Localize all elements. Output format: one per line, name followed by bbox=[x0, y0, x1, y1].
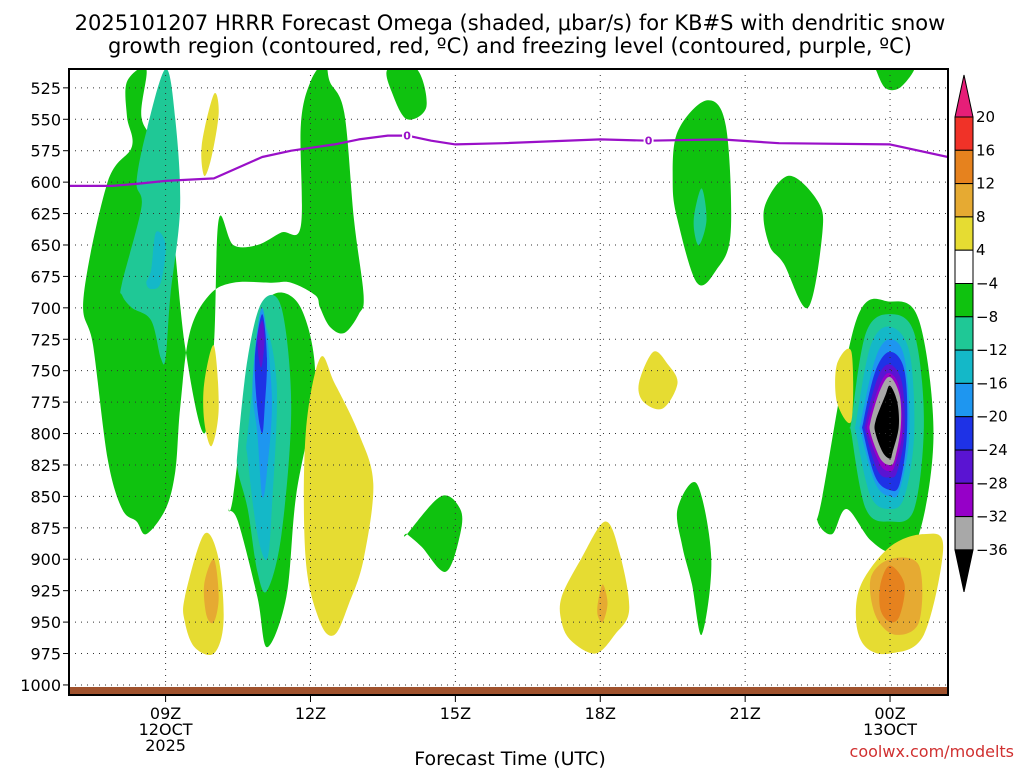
colorbar-swatch bbox=[954, 449, 974, 484]
x-axis-title: Forecast Time (UTC) bbox=[414, 748, 605, 768]
omega-regions bbox=[83, 69, 944, 656]
x-tick-label: 00Z bbox=[874, 704, 905, 723]
colorbar-top-arrow bbox=[954, 74, 974, 118]
omega-region-36 bbox=[879, 565, 905, 623]
y-tick-label: 900 bbox=[30, 550, 61, 569]
colorbar-label: −16 bbox=[976, 374, 1008, 392]
colorbar-label: −12 bbox=[976, 341, 1008, 359]
colorbar-label: −4 bbox=[976, 275, 998, 293]
colorbar-label: −36 bbox=[976, 541, 1008, 559]
y-tick-label: 675 bbox=[30, 267, 61, 286]
colorbar-swatch bbox=[954, 349, 974, 384]
y-tick-label: 1000 bbox=[20, 676, 61, 695]
omega-region-8 bbox=[257, 320, 265, 368]
colorbar-swatch bbox=[954, 482, 974, 518]
colorbar-swatch bbox=[954, 216, 974, 251]
omega-region-10 bbox=[403, 495, 463, 572]
credit-text: coolwx.com/modelts bbox=[850, 742, 1014, 761]
grid bbox=[69, 69, 948, 695]
freezing-level-label: 0 bbox=[645, 135, 653, 148]
omega-region-33 bbox=[835, 348, 854, 424]
omega-region-15 bbox=[875, 69, 915, 91]
colorbar-swatch bbox=[954, 316, 974, 351]
plot-frame bbox=[68, 68, 949, 696]
x-year-label: 2025 bbox=[145, 736, 186, 755]
omega-region-32 bbox=[638, 351, 678, 410]
colorbar-label: 16 bbox=[976, 141, 995, 159]
freezing-level-label: 0 bbox=[403, 130, 411, 143]
x-tick-label: 09Z bbox=[150, 704, 181, 723]
y-tick-label: 825 bbox=[30, 456, 61, 475]
x-tick-label: 18Z bbox=[585, 704, 616, 723]
colorbar-swatch bbox=[954, 149, 974, 185]
colorbar-label: −32 bbox=[976, 508, 1008, 526]
omega-region-12 bbox=[693, 188, 707, 246]
colorbar-label: 20 bbox=[976, 108, 995, 126]
x-date-label: 12OCT bbox=[139, 720, 193, 739]
omega-region-13 bbox=[763, 175, 824, 309]
x-date-label: 13OCT bbox=[863, 720, 917, 739]
y-tick-label: 700 bbox=[30, 299, 61, 318]
colorbar-label: −20 bbox=[976, 408, 1008, 426]
omega-region-1 bbox=[120, 69, 181, 365]
y-tick-label: 875 bbox=[30, 519, 61, 538]
ground-bar bbox=[70, 687, 947, 694]
colorbar-swatch bbox=[954, 183, 974, 218]
y-tick-label: 550 bbox=[30, 110, 61, 129]
omega-region-2 bbox=[146, 231, 166, 290]
y-tick-label: 750 bbox=[30, 362, 61, 381]
colorbar-label: −28 bbox=[976, 474, 1008, 492]
omega-region-28 bbox=[203, 559, 219, 624]
y-tick-label: 625 bbox=[30, 205, 61, 224]
colorbar-swatch bbox=[954, 116, 974, 151]
y-tick-label: 725 bbox=[30, 330, 61, 349]
y-axis: 525 550 575 600 625 650 675 700 725 750 775 800 825 8… bbox=[20, 79, 69, 695]
y-tick-label: 800 bbox=[30, 425, 61, 444]
y-tick-label: 650 bbox=[30, 236, 61, 255]
colorbar-label: 12 bbox=[976, 175, 995, 193]
omega-region-29 bbox=[303, 356, 374, 636]
colorbar-label: −8 bbox=[976, 308, 998, 326]
colorbar-swatch bbox=[954, 249, 974, 284]
chart-title-line2: growth region (contoured, red, ºC) and f… bbox=[108, 34, 912, 58]
y-tick-label: 775 bbox=[30, 393, 61, 412]
freezing-label-bg bbox=[643, 133, 654, 147]
x-tick-label: 21Z bbox=[729, 704, 760, 723]
chart-title-line1: 2025101207 HRRR Forecast Omega (shaded, … bbox=[75, 11, 946, 35]
y-tick-label: 600 bbox=[30, 173, 61, 192]
colorbar-swatch bbox=[954, 416, 974, 451]
colorbar-label: 4 bbox=[976, 241, 986, 259]
y-tick-label: 575 bbox=[30, 142, 61, 161]
x-tick-label: 15Z bbox=[440, 704, 471, 723]
colorbar-swatch bbox=[954, 283, 974, 318]
colorbar-label: 8 bbox=[976, 208, 986, 226]
omega-region-30 bbox=[559, 521, 630, 654]
x-tick-label: 12Z bbox=[295, 704, 326, 723]
y-tick-label: 850 bbox=[30, 487, 61, 506]
colorbar: 20 16 12 8 4 −4 −8 −12 −16 −20 −24 −28 −32 −36 bbox=[954, 74, 1008, 593]
omega-region-25 bbox=[201, 92, 219, 177]
omega-region-31 bbox=[597, 584, 608, 623]
y-tick-label: 975 bbox=[30, 645, 61, 664]
omega-region-9 bbox=[386, 69, 427, 120]
freezing-level-line bbox=[69, 134, 948, 187]
omega-region-14 bbox=[676, 481, 712, 636]
colorbar-swatch bbox=[954, 516, 974, 551]
y-tick-label: 925 bbox=[30, 582, 61, 601]
colorbar-bottom-arrow bbox=[954, 549, 974, 593]
y-tick-label: 525 bbox=[30, 79, 61, 98]
colorbar-swatch bbox=[954, 382, 974, 418]
colorbar-label: −24 bbox=[976, 441, 1008, 459]
omega-region-24 bbox=[874, 385, 900, 459]
freezing-label-bg bbox=[402, 128, 413, 142]
y-tick-label: 950 bbox=[30, 613, 61, 632]
